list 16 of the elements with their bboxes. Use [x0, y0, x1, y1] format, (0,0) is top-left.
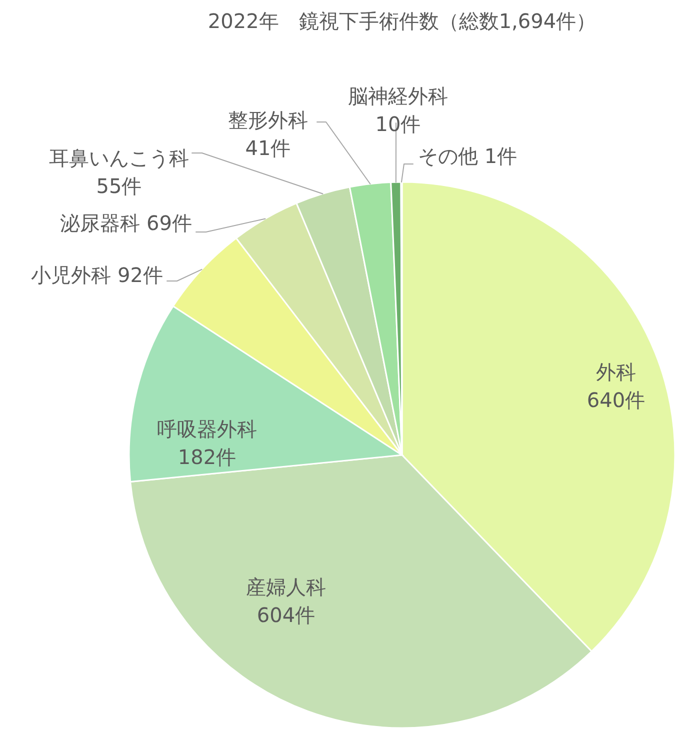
slice-label: 泌尿器科 69件 — [60, 211, 192, 235]
slice-label: 脳神経外科 — [348, 84, 448, 108]
slice-label: 呼吸器外科 — [157, 417, 257, 441]
slice-label: 耳鼻いんこう科 — [49, 146, 189, 170]
slice-label: 小児外科 92件 — [31, 263, 163, 287]
data-label: 640件 — [586, 388, 646, 412]
data-label: 10件 — [375, 112, 421, 136]
slice-label: 産婦人科 — [246, 575, 326, 599]
data-label: 182件 — [178, 445, 236, 469]
data-label: 604件 — [256, 603, 316, 627]
chart-title: 2022年 鏡視下手術件数（総数1,694件） — [208, 9, 596, 33]
slice-label: 整形外科 — [228, 108, 308, 132]
slice-label: 外科 — [596, 360, 636, 384]
data-label: 41件 — [245, 136, 291, 160]
slice-label: その他 1件 — [418, 144, 518, 168]
data-label: 55件 — [96, 174, 142, 198]
